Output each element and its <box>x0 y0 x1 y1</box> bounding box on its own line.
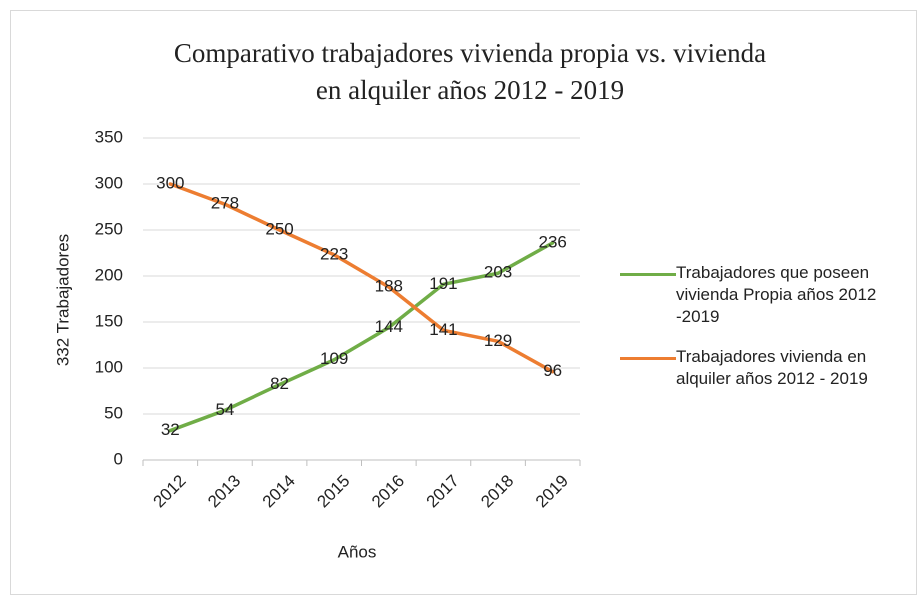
data-label: 191 <box>429 274 457 293</box>
data-label: 109 <box>320 349 348 368</box>
y-tick-label: 0 <box>114 449 123 468</box>
chart-title: Comparativo trabajadores vivienda propia… <box>174 38 766 68</box>
legend: Trabajadores que poseen vivienda Propia … <box>620 262 910 408</box>
data-label: 236 <box>539 232 567 251</box>
legend-swatch <box>620 273 676 276</box>
legend-label: Trabajadores que poseen vivienda Propia … <box>676 263 877 326</box>
data-label: 144 <box>375 317 403 336</box>
y-tick-label: 100 <box>95 357 123 376</box>
y-axis-title: 332 Trabajadores <box>53 234 72 366</box>
series-line <box>168 182 555 374</box>
y-tick-label: 200 <box>95 265 123 284</box>
legend-swatch <box>620 357 676 360</box>
data-label: 300 <box>156 173 184 192</box>
y-tick-label: 350 <box>95 127 123 146</box>
chart-title: en alquiler años 2012 - 2019 <box>316 75 624 105</box>
data-label: 203 <box>484 263 512 282</box>
y-tick-label: 150 <box>95 311 123 330</box>
data-label: 250 <box>265 219 293 238</box>
data-label: 141 <box>429 320 457 339</box>
data-label: 96 <box>543 361 562 380</box>
data-label: 54 <box>215 400 234 419</box>
legend-item: Trabajadores que poseen vivienda Propia … <box>620 262 910 328</box>
data-label: 82 <box>270 374 289 393</box>
chart-border <box>10 10 917 595</box>
y-tick-label: 250 <box>95 219 123 238</box>
data-label: 223 <box>320 244 348 263</box>
data-label: 129 <box>484 331 512 350</box>
data-label: 278 <box>211 194 239 213</box>
series-line <box>168 241 555 433</box>
data-label: 32 <box>161 420 180 439</box>
x-axis-title: Años <box>338 542 377 561</box>
legend-item: Trabajadores vivienda en alquiler años 2… <box>620 346 910 390</box>
data-label: 188 <box>375 277 403 296</box>
y-tick-label: 300 <box>95 173 123 192</box>
legend-label: Trabajadores vivienda en alquiler años 2… <box>676 347 868 388</box>
y-tick-label: 50 <box>104 403 123 422</box>
